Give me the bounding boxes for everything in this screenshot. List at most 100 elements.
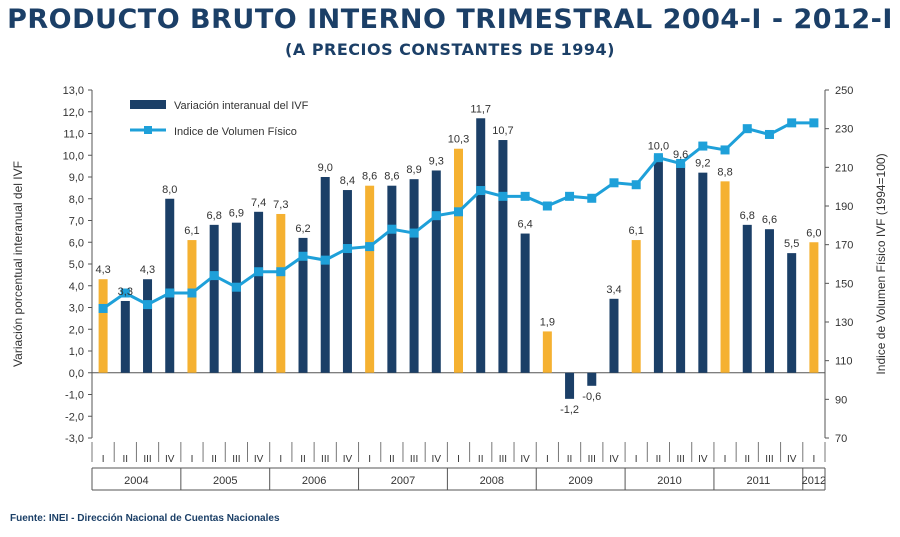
ivf-point — [431, 211, 441, 221]
ivf-point — [120, 288, 130, 298]
bar — [498, 140, 508, 373]
right-tick-label: 110 — [835, 356, 853, 368]
quarter-label: III — [232, 454, 240, 465]
right-tick-label: 210 — [835, 162, 853, 174]
year-label: 2007 — [391, 475, 415, 487]
bars — [98, 118, 819, 399]
bar — [254, 211, 264, 373]
legend-label-bars: Variación interanual del IVF — [174, 100, 309, 112]
bar — [787, 253, 797, 373]
legend: Variación interanual del IVF Indice de Vo… — [130, 100, 309, 138]
ivf-line — [98, 118, 819, 313]
bar — [542, 331, 552, 373]
quarter-label: IV — [520, 454, 530, 465]
bar-value-label: 6,8 — [740, 210, 755, 222]
quarter-label: IV — [343, 454, 353, 465]
quarter-label: IV — [698, 454, 708, 465]
right-tick-label: 150 — [835, 278, 853, 290]
right-tick-label: 190 — [835, 201, 853, 213]
left-tick-label: 4,0 — [69, 281, 84, 293]
bar — [742, 224, 752, 373]
bar-value-label: 8,6 — [362, 171, 377, 183]
left-tick-label: 11,0 — [63, 129, 84, 141]
quarter-label: IV — [254, 454, 264, 465]
quarter-label: II — [123, 454, 129, 465]
ivf-point — [787, 118, 797, 128]
bar-value-label: 8,4 — [340, 175, 355, 187]
ivf-point — [631, 180, 641, 190]
left-tick-label: 12,0 — [63, 107, 84, 119]
bar — [809, 242, 819, 373]
right-tick-label: 170 — [835, 240, 853, 252]
quarter-label: II — [389, 454, 395, 465]
bar-value-label: 6,0 — [806, 227, 821, 239]
quarter-label: I — [279, 454, 282, 465]
year-label: 2004 — [124, 475, 148, 487]
bar — [698, 172, 708, 373]
bar-value-label: 10,0 — [648, 140, 669, 152]
bar — [231, 222, 241, 373]
bar — [609, 298, 619, 373]
bar — [720, 181, 730, 373]
bar-value-label: 6,9 — [229, 208, 244, 220]
ivf-point — [298, 251, 308, 261]
bar — [431, 170, 441, 373]
quarter-label: I — [191, 454, 194, 465]
legend-swatch-bars — [130, 100, 166, 109]
ivf-point — [653, 153, 663, 163]
quarter-label: I — [457, 454, 460, 465]
ivf-point — [698, 141, 708, 151]
bar — [365, 185, 375, 373]
right-tick-label: 250 — [835, 85, 853, 97]
ivf-point — [276, 267, 286, 277]
ivf-point — [365, 242, 375, 252]
quarter-label: II — [656, 454, 662, 465]
bar — [409, 179, 419, 373]
year-label: 2010 — [657, 475, 681, 487]
bar-value-label: 8,0 — [162, 184, 177, 196]
chart-title: PRODUCTO BRUTO INTERNO TRIMESTRAL 2004-I… — [7, 4, 893, 35]
right-tick-label: 130 — [835, 317, 853, 329]
bar-value-label: 1,9 — [540, 316, 555, 328]
bar — [454, 148, 463, 373]
ivf-point — [143, 300, 153, 310]
left-tick-label: 0,0 — [69, 368, 84, 380]
year-label: 2006 — [302, 475, 326, 487]
ivf-point — [742, 124, 752, 134]
bar — [209, 224, 219, 373]
year-label: 2012 — [802, 475, 826, 487]
ivf-point — [520, 191, 530, 201]
quarter-label: I — [635, 454, 638, 465]
bar — [276, 213, 286, 373]
bar-value-label: 9,0 — [318, 162, 333, 174]
bar — [476, 118, 486, 373]
bar — [143, 279, 153, 373]
quarter-label: I — [102, 454, 105, 465]
bar — [764, 229, 774, 373]
left-tick-label: 1,0 — [69, 346, 84, 358]
ivf-point — [165, 288, 175, 298]
bar-value-label: 9,3 — [429, 155, 444, 167]
bar — [587, 372, 597, 386]
bar — [342, 190, 352, 373]
bar-value-label: 10,3 — [448, 134, 469, 146]
bar-value-label: -1,2 — [560, 404, 579, 416]
bar-value-label: 6,1 — [184, 225, 199, 237]
bar — [165, 198, 175, 373]
bar-value-label: 6,8 — [207, 210, 222, 222]
ivf-point — [565, 191, 575, 201]
bar — [676, 163, 686, 373]
ivf-point — [454, 207, 463, 217]
axes: -3,0 -2,0 -1,0 0,0 1,0 2,0 3,0 4,0 5,0 6,0 7,0 8,0 9… — [11, 85, 888, 445]
year-label: 2005 — [213, 475, 237, 487]
y2-axis-label: Indice de Volumen Físico IVF (1994=100) — [874, 153, 888, 374]
bar-value-label: 8,8 — [717, 166, 732, 178]
ivf-point — [609, 178, 619, 188]
left-tick-label: -3,0 — [65, 433, 84, 445]
quarter-label: I — [724, 454, 727, 465]
bar-value-label: 7,3 — [273, 199, 288, 211]
quarter-label: IV — [609, 454, 619, 465]
chart-subtitle: (A PRECIOS CONSTANTES DE 1994) — [285, 40, 615, 59]
quarter-label: III — [143, 454, 151, 465]
